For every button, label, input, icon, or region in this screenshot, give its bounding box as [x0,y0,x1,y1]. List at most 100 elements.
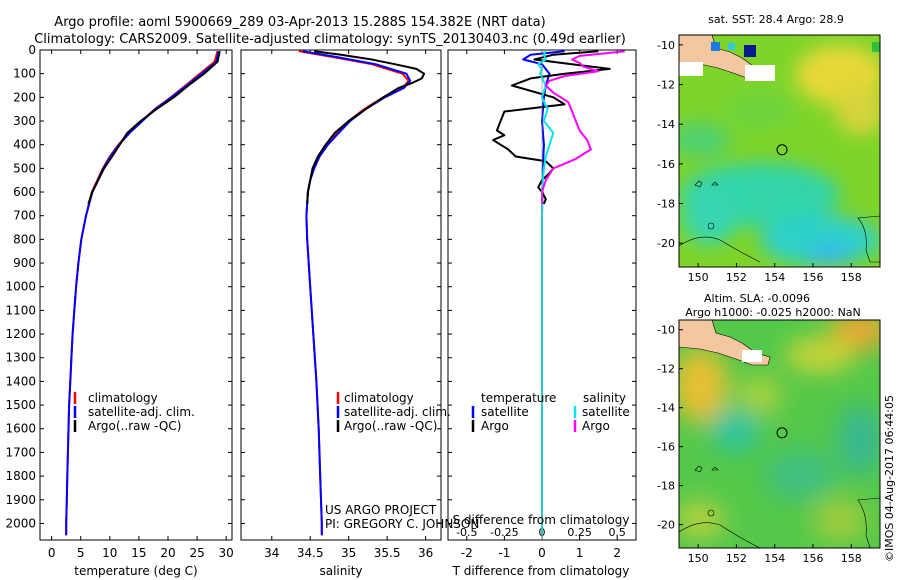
map-lon-label: 154 [764,552,785,565]
series-line-climatology [65,50,219,536]
sla-argo-position-marker [776,427,788,439]
y-tick-label: 1600 [5,422,36,436]
x-tick-label: 20 [160,546,175,560]
difference-profile-panel: -2 -1 0 1 2-0.5 -0.25 0 0.25 0.5 temperature sal… [447,49,637,578]
australia-coast [857,215,880,263]
y-tick-label: 1900 [5,493,36,507]
x-tick-label: 35 [341,546,356,560]
y-tick-label: 1500 [5,398,36,412]
map-lon-label: 150 [688,271,709,284]
map-lon-label: 152 [726,271,747,284]
x-tick-label: 34.5 [297,546,324,560]
sla-map-title: Altim. SLA: -0.0096 [704,292,810,305]
series-line-climatology [298,50,410,536]
x2-tick-label: 0.25 [567,526,592,539]
map-lon-label: 150 [688,552,709,565]
x2-tick-label: -0.25 [490,526,518,539]
sst-field [679,35,880,267]
legend-label-satellite-adj: satellite-adj. clim. [88,405,195,419]
legend-label-temp-satellite: satellite [481,405,529,419]
x-tick-label: 25 [189,546,204,560]
header-line2: Climatology: CARS2009. Satellite-adjuste… [34,32,626,47]
map-lon-label: 156 [803,552,824,565]
x-tick-label: 10 [102,546,117,560]
series-line-satellite-adj-clim [65,50,220,536]
x-tick-label: 1 [576,546,584,560]
x-tick-label: -1 [498,546,510,560]
series-line-salinity-satellite [537,50,555,536]
y-tick-label: 300 [13,114,36,128]
series-line-temperature-satellite [522,50,565,536]
x-tick-label: 30 [219,546,234,560]
x2-tick-label: 0.5 [608,526,626,539]
sst-map-title: sat. SST: 28.4 Argo: 28.9 [708,13,844,26]
y-tick-label: 900 [13,256,36,270]
pi-annotation: PI: GREGORY C. JOHNSON [325,517,479,531]
series-line-argo-raw-qc [87,50,221,205]
temperature-profile-panel: 0 5 10 15 20 25 300100200300400500600700800900… [5,43,233,578]
map-lat-label: -20 [657,519,675,532]
y-tick-label: 1000 [5,280,36,294]
legend-title-salinity: salinity [583,391,626,405]
map-lat-label: -16 [657,158,675,171]
map-lon-label: 158 [841,271,862,284]
y-tick-label: 1100 [5,303,36,317]
map-lat-label: -18 [657,480,675,493]
map-lon-label: 152 [726,552,747,565]
legend-label-temp-argo: Argo [481,419,509,433]
map-lat-label: -20 [657,237,675,250]
y-tick-label: 1700 [5,445,36,459]
map-lat-label: -12 [657,363,675,376]
series-line-salinity-argo [541,50,625,204]
map-lat-label: -14 [657,402,675,415]
legend-label-climatology: climatology [88,391,158,405]
salinity-axes-frame [240,49,442,541]
y-tick-label: 100 [13,67,36,81]
sla-map-subtitle: Argo h1000: -0.025 h2000: NaN [685,306,861,319]
legend-label-argo: Argo(..raw -QC) [88,419,181,433]
australia-coast [857,497,880,548]
legend-label-sal-argo: Argo [582,419,610,433]
y-tick-label: 1300 [5,351,36,365]
difference-legend: temperature salinity satellite Argo sate… [471,391,630,433]
map-lat-label: -10 [657,39,675,52]
x-tick-label: 5 [77,546,85,560]
temperature-axes-frame [39,49,233,541]
map-lon-label: 156 [803,271,824,284]
y-tick-label: 0 [28,43,36,57]
map-lat-label: -14 [657,118,675,131]
t-difference-xlabel: T difference from climatology [452,564,630,578]
sst-argo-position-marker [776,144,788,156]
legend-label-argo: Argo(..raw -QC) [344,419,437,433]
y-tick-label: 1200 [5,327,36,341]
series-line-argo-raw-qc [306,50,426,204]
project-annotation: US ARGO PROJECT [325,503,437,517]
x-tick-label: -2 [461,546,473,560]
salinity-profile-panel: 34 34.5 35 35.5 36 climatology satellite-adj… [240,49,479,578]
series-line-temperature-argo [492,50,611,205]
x2-tick-label: -0.5 [456,526,477,539]
y-tick-label: 2000 [5,516,36,530]
salinity-legend: climatology satellite-adj. clim. Argo(..… [336,391,451,433]
sst-map-frame [678,34,881,268]
series-line-satellite-adj-clim [302,50,412,536]
legend-label-sal-satellite: satellite [582,405,630,419]
imos-credit: ©IMOS 04-Aug-2017 06:44:05 [883,395,896,562]
temperature-legend: climatology satellite-adj. clim. Argo(..… [73,391,195,433]
map-lon-label: 154 [764,271,785,284]
x-tick-label: 0 [48,546,56,560]
x-tick-label: 2 [613,546,621,560]
x-tick-label: 15 [131,546,146,560]
x-tick-label: 34 [264,546,279,560]
map-lat-label: -16 [657,441,675,454]
sla-field [679,320,880,548]
legend-label-climatology: climatology [344,391,414,405]
y-tick-label: 600 [13,185,36,199]
salinity-xlabel: salinity [319,564,362,578]
y-tick-label: 700 [13,209,36,223]
y-tick-label: 800 [13,232,36,246]
map-lat-label: -18 [657,198,675,211]
y-tick-label: 200 [13,90,36,104]
map-lat-label: -10 [657,324,675,337]
